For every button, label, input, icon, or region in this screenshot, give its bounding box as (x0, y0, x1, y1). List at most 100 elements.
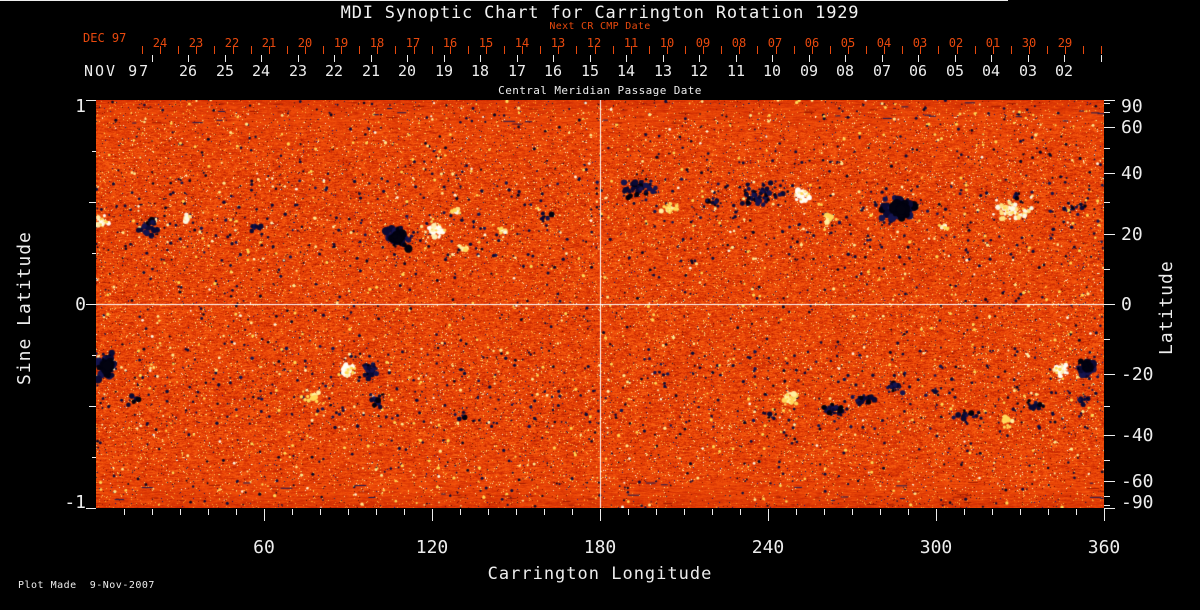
cmp-day-label: 04 (981, 62, 1001, 80)
latitude-tick (1104, 127, 1115, 128)
latitude-tick-label: -20 (1121, 364, 1154, 385)
cmp-tick (298, 55, 299, 62)
longitude-tick (208, 509, 209, 515)
latitude-tick-label: -90 (1121, 492, 1154, 513)
next-cr-day-label: 14 (514, 36, 530, 50)
sine-latitude-tick-label: 1 (75, 96, 86, 117)
next-cr-tick (196, 46, 197, 54)
latitude-tick (1104, 234, 1115, 235)
plot-made-timestamp: Plot Made 9-Nov-2007 (18, 580, 155, 591)
latitude-tick (1104, 269, 1110, 270)
latitude-tick (1104, 435, 1115, 436)
longitude-tick (824, 509, 825, 515)
latitude-axis-title: Latitude (1156, 260, 1177, 356)
cmp-day-label: 03 (1018, 62, 1038, 80)
sine-latitude-tick (92, 457, 96, 458)
next-cr-day-label: 19 (333, 36, 349, 50)
longitude-tick (348, 509, 349, 515)
latitude-tick (1104, 406, 1110, 407)
next-cr-tick (613, 46, 614, 54)
sine-latitude-tick (89, 406, 96, 407)
chart-title: MDI Synoptic Chart for Carrington Rotati… (340, 3, 860, 23)
latitude-tick (1104, 339, 1110, 340)
sine-latitude-tick (92, 253, 96, 254)
next-cr-tick (776, 46, 777, 54)
cmp-day-label: 10 (762, 62, 782, 80)
cmp-tick (663, 55, 664, 62)
next-cr-day-label: 03 (912, 36, 928, 50)
cmp-day-label: 15 (580, 62, 600, 80)
next-cr-tick (975, 46, 976, 54)
longitude-tick (936, 509, 937, 521)
next-cr-tick (142, 46, 143, 54)
next-cr-tick (450, 46, 451, 54)
next-cr-day-label: 20 (297, 36, 313, 50)
latitude-tick (1104, 148, 1110, 149)
longitude-tick (292, 509, 293, 515)
next-cr-tick (377, 46, 378, 54)
cmp-tick (882, 55, 883, 62)
next-cr-day-label: 13 (550, 36, 566, 50)
latitude-tick (1104, 481, 1115, 482)
longitude-tick (684, 509, 685, 515)
date-axis-line (0, 0, 1008, 1)
cmp-tick (736, 55, 737, 62)
next-cr-day-label: 08 (731, 36, 747, 50)
next-cr-tick (504, 46, 505, 54)
cmp-tick (517, 55, 518, 62)
cmp-day-label: 18 (470, 62, 490, 80)
cmp-day-label: 21 (361, 62, 381, 80)
sine-latitude-tick (86, 508, 96, 509)
next-cr-tick (667, 46, 668, 54)
cmp-tick (225, 55, 226, 62)
next-cr-tick (957, 46, 958, 54)
cmp-tick (480, 55, 481, 62)
cmp-day-label: 07 (872, 62, 892, 80)
latitude-tick (1104, 496, 1110, 497)
cmp-day-label: 09 (799, 62, 819, 80)
cmp-tick (152, 55, 153, 62)
cmp-day-label: 05 (945, 62, 965, 80)
next-cr-tick (468, 46, 469, 54)
longitude-tick (992, 509, 993, 515)
longitude-tick (264, 509, 265, 521)
cmp-tick (371, 55, 372, 62)
next-cr-day-label: 15 (478, 36, 494, 50)
next-cr-day-label: 29 (1057, 36, 1073, 50)
cmp-day-label: 16 (543, 62, 563, 80)
next-cr-day-label: 01 (985, 36, 1001, 50)
next-cr-cmp-date-axis-label: Next CR CMP Date (549, 21, 651, 32)
longitude-tick (768, 509, 769, 521)
longitude-tick (152, 509, 153, 515)
longitude-tick (320, 509, 321, 515)
next-cr-tick (902, 46, 903, 54)
longitude-tick (180, 509, 181, 515)
longitude-tick (964, 509, 965, 515)
longitude-tick (908, 509, 909, 515)
next-cr-tick (233, 46, 234, 54)
cmp-day-label: 08 (835, 62, 855, 80)
sine-latitude-tick-label: -1 (64, 492, 86, 513)
longitude-tick (712, 509, 713, 515)
cmp-tick (699, 55, 700, 62)
cmp-day-label: 24 (251, 62, 271, 80)
longitude-tick (544, 509, 545, 515)
longitude-tick (376, 509, 377, 515)
next-cr-tick (414, 46, 415, 54)
next-cr-tick (1065, 46, 1066, 54)
latitude-tick (1104, 173, 1115, 174)
cmp-day-label: 06 (908, 62, 928, 80)
cmp-day-label: 22 (324, 62, 344, 80)
cmp-tick (955, 55, 956, 62)
magnetogram-map (96, 100, 1104, 508)
longitude-tick (1048, 509, 1049, 515)
next-cr-tick (160, 46, 161, 54)
next-cr-day-label: 23 (188, 36, 204, 50)
cmp-tick (188, 55, 189, 62)
next-cr-tick (794, 46, 795, 54)
longitude-tick-label: 300 (919, 537, 953, 558)
cmp-day-label: 19 (434, 62, 454, 80)
next-cr-day-label: 02 (948, 36, 964, 50)
date-axis: 24 23 22 21 20 19 18 17 16 15 14 13 12 11 10 09 08 07 06 05… (0, 0, 1102, 80)
next-cr-tick (522, 46, 523, 54)
